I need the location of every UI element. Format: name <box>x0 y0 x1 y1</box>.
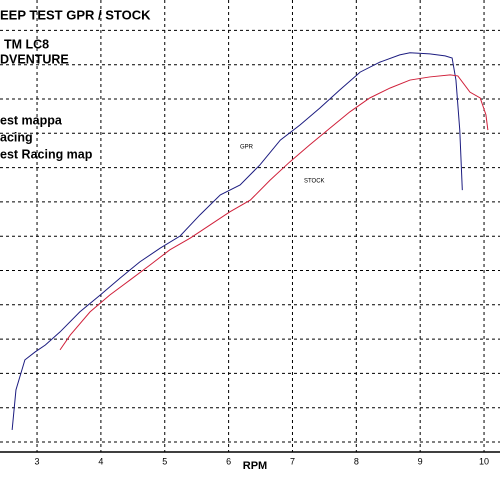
x-tick-label: 7 <box>290 456 295 466</box>
annotation: TM LC8 <box>4 37 49 51</box>
x-tick-label: 3 <box>35 456 40 466</box>
annotation: DVENTURE <box>0 52 69 66</box>
annotation: est Racing map <box>0 147 93 161</box>
x-tick-label: 5 <box>162 456 167 466</box>
chart-title: EEP TEST GPR / STOCK <box>0 7 151 22</box>
x-tick-label: 10 <box>479 456 489 466</box>
annotation: acing <box>0 130 33 144</box>
x-axis-label: RPM <box>243 460 267 472</box>
x-tick-label: 8 <box>354 456 359 466</box>
plot <box>11 52 489 430</box>
annotation: est mappa <box>0 113 63 127</box>
series-line <box>59 74 489 351</box>
x-tick-label: 9 <box>418 456 423 466</box>
series-line <box>11 52 463 430</box>
series-label: STOCK <box>304 179 325 185</box>
grid <box>0 0 500 452</box>
x-tick-label: 4 <box>98 456 103 466</box>
series-label: GPR <box>240 145 254 151</box>
x-tick-label: 6 <box>226 456 231 466</box>
